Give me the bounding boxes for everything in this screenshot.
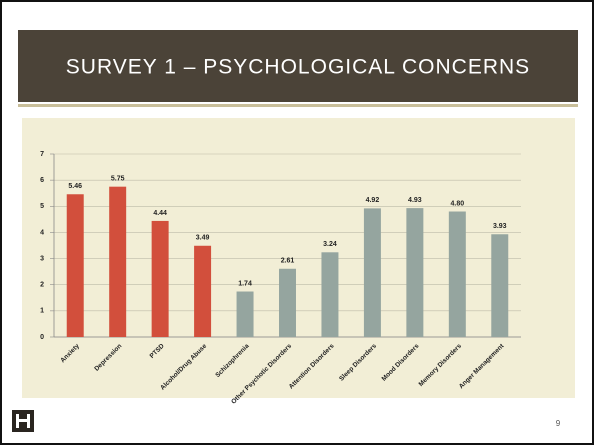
data-label: 2.61 (281, 258, 295, 265)
bar (321, 252, 339, 337)
bar (363, 208, 381, 337)
bar (279, 268, 296, 337)
logo-bar (16, 419, 30, 422)
bar (194, 245, 212, 337)
y-tick-label: 0 (40, 334, 44, 341)
bar (151, 220, 169, 337)
y-tick-label: 1 (40, 308, 44, 315)
data-label: 4.80 (451, 200, 465, 207)
data-label: 1.74 (238, 280, 252, 287)
y-tick-label: 5 (40, 203, 44, 210)
slide-number: 9 (556, 419, 561, 428)
data-label: 3.49 (196, 235, 210, 242)
data-label: 5.75 (111, 176, 125, 183)
bar (66, 194, 84, 337)
bar (109, 186, 127, 337)
data-label: 3.93 (493, 223, 507, 230)
bar (236, 291, 254, 337)
bar (448, 211, 466, 337)
y-tick-label: 3 (40, 255, 44, 262)
data-label: 3.24 (323, 241, 337, 248)
y-tick-label: 4 (40, 229, 44, 236)
bar (491, 234, 509, 337)
header-stripe (18, 104, 578, 107)
bar (406, 208, 424, 337)
data-label: 4.44 (153, 210, 167, 217)
y-tick-label: 2 (40, 282, 44, 289)
slide-title: SURVEY 1 – PSYCHOLOGICAL CONCERNS (66, 56, 530, 79)
header-band (18, 30, 578, 102)
data-label: 5.46 (68, 183, 82, 190)
data-label: 4.92 (366, 197, 380, 204)
data-label: 4.93 (408, 197, 422, 204)
y-tick-label: 7 (40, 151, 44, 158)
logo (12, 410, 34, 432)
y-tick-label: 6 (40, 177, 44, 184)
